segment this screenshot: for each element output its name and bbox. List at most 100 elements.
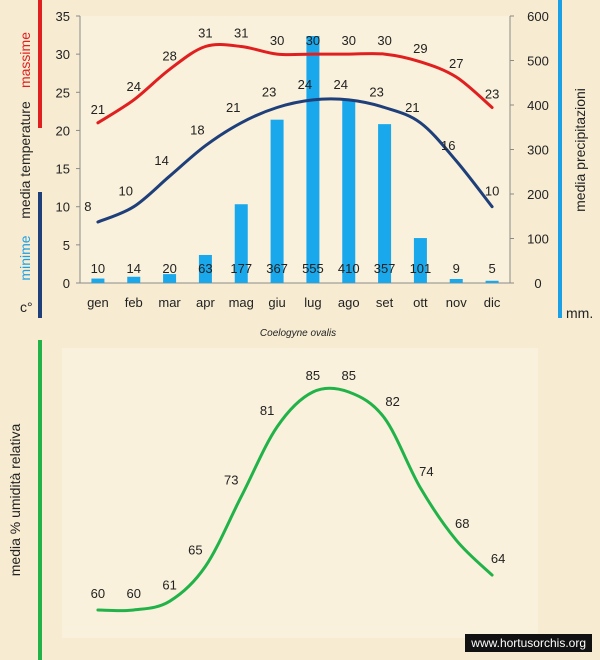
right-tick-label: 400: [527, 98, 549, 113]
max-temperature-label: 31: [198, 26, 212, 41]
temperature-unit: c°: [20, 299, 33, 315]
right-axis-title: media precipitazioni: [572, 88, 588, 212]
max-temperature-line: [96, 42, 494, 125]
left-tick-label: 30: [56, 47, 70, 62]
precipitation-label: 20: [162, 261, 176, 276]
humidity-label: 73: [224, 473, 238, 488]
left-tick-label: 15: [56, 162, 70, 177]
precipitation-bar: [449, 278, 463, 283]
right-tick-label: 100: [527, 232, 549, 247]
month-label: feb: [125, 295, 143, 310]
precipitation-bar: [270, 119, 284, 283]
species-caption: Coelogyne ovalis: [260, 328, 336, 339]
min-temperature-label: 23: [262, 85, 276, 100]
min-temperature-label: 21: [226, 100, 240, 115]
month-label: set: [376, 295, 394, 310]
precipitation-label: 9: [453, 261, 460, 276]
precipitation-label: 10: [91, 261, 105, 276]
max-temperature-label: 21: [91, 102, 105, 117]
watermark: www.hortusorchis.org: [465, 634, 592, 652]
min-temperature-label: 24: [298, 77, 312, 92]
precipitation-bar: [234, 204, 248, 283]
min-temperature-label: 24: [334, 77, 348, 92]
right-tick-label: 0: [534, 276, 541, 291]
humidity-label: 81: [260, 403, 274, 418]
left-axis-title-max: massime: [17, 32, 33, 88]
precipitation-label: 101: [410, 261, 432, 276]
min-temperature-label: 8: [84, 199, 91, 214]
right-tick-label: 600: [527, 9, 549, 24]
humidity-label: 68: [455, 516, 469, 531]
humidity-label: 85: [306, 368, 320, 383]
precipitation-label: 5: [488, 261, 495, 276]
humidity-label: 74: [419, 464, 433, 479]
min-temperature-label: 14: [154, 153, 168, 168]
left-tick-label: 20: [56, 123, 70, 138]
left-axis-title: media temperature: [17, 101, 33, 219]
precipitation-bar: [342, 100, 356, 283]
month-label: ott: [413, 295, 428, 310]
max-temperature-label: 31: [234, 26, 248, 41]
humidity-label: 60: [127, 586, 141, 601]
min-temperature-label: 18: [190, 123, 204, 138]
precipitation-label: 357: [374, 261, 396, 276]
max-temperature-label: 27: [449, 56, 463, 71]
precipitation-label: 177: [230, 261, 252, 276]
right-tick-label: 300: [527, 143, 549, 158]
precipitation-bar: [163, 274, 177, 283]
month-label: mar: [158, 295, 181, 310]
max-temperature-label: 30: [270, 33, 284, 48]
precipitation-label: 367: [266, 261, 288, 276]
left-axis-title-min: minime: [17, 235, 33, 280]
humidity-axis-title: media % umidità relativa: [7, 424, 23, 577]
min-temperature-label: 23: [369, 85, 383, 100]
precipitation-label: 555: [302, 261, 324, 276]
right-tick-label: 200: [527, 187, 549, 202]
left-tick-label: 35: [56, 9, 70, 24]
precipitation-bar: [91, 278, 105, 283]
humidity-label: 65: [188, 542, 202, 557]
humidity-label: 82: [385, 394, 399, 409]
precipitation-bar: [127, 276, 141, 283]
humidity-label: 60: [91, 586, 105, 601]
month-label: mag: [229, 295, 254, 310]
max-temperature-label: 28: [162, 48, 176, 63]
month-label: lug: [304, 295, 321, 310]
month-label: dic: [484, 295, 501, 310]
humidity-plot-area: [62, 348, 538, 638]
min-temperature-label: 16: [441, 138, 455, 153]
month-label: gen: [87, 295, 109, 310]
max-temperature-label: 23: [485, 87, 499, 102]
max-temperature-label: 24: [127, 79, 141, 94]
max-temperature-label: 30: [342, 33, 356, 48]
precipitation-bar: [378, 124, 392, 283]
precipitation-bar: [198, 254, 212, 283]
month-label: nov: [446, 295, 467, 310]
month-label: ago: [338, 295, 360, 310]
precipitation-bar: [306, 36, 320, 284]
max-temperature-label: 30: [306, 33, 320, 48]
right-tick-label: 500: [527, 54, 549, 69]
month-label: giu: [268, 295, 285, 310]
left-tick-label: 5: [63, 238, 70, 253]
temperature-precipitation-chart: 0510152025303501002003004005006002124283…: [17, 0, 593, 339]
precipitation-label: 63: [198, 261, 212, 276]
precipitation-bar: [485, 280, 499, 283]
min-temperature-label: 10: [119, 184, 133, 199]
plot-area: [80, 16, 510, 283]
left-tick-label: 25: [56, 85, 70, 100]
humidity-label: 61: [162, 577, 176, 592]
min-temperature-line: [96, 97, 494, 224]
max-temperature-label: 29: [413, 41, 427, 56]
min-temperature-label: 21: [405, 100, 419, 115]
left-tick-label: 0: [63, 276, 70, 291]
min-temperature-label: 10: [485, 184, 499, 199]
humidity-line: [96, 386, 494, 613]
precipitation-bar: [413, 238, 427, 283]
left-tick-label: 10: [56, 200, 70, 215]
precipitation-unit: mm.: [566, 305, 593, 321]
humidity-label: 64: [491, 551, 505, 566]
humidity-chart: 60 60 61 65 73 81 85 85 82 74 68 64 media % umidità …: [7, 340, 538, 660]
month-label: apr: [196, 295, 215, 310]
